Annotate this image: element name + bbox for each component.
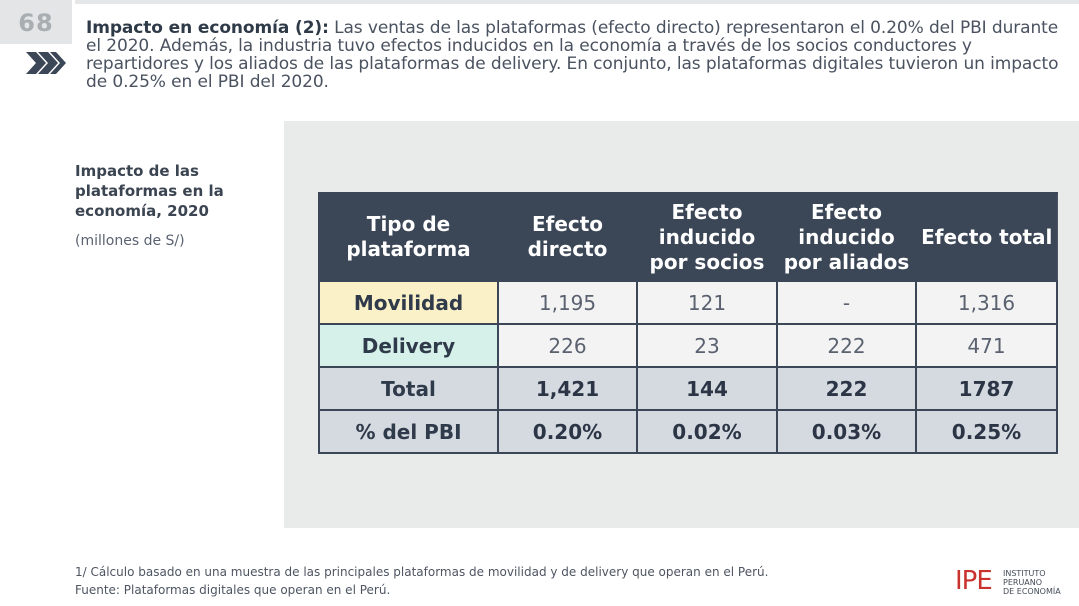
intro-paragraph: Impacto en economía (2): Las ventas de l…: [86, 19, 1061, 91]
row-label: % del PBI: [318, 409, 499, 454]
table-cell: 0.25%: [915, 409, 1058, 454]
footnote-source: Fuente: Plataformas digitales que operan…: [75, 583, 391, 597]
intro-heading: Impacto en economía (2):: [86, 18, 329, 38]
header-tipo: Tipo de plataforma: [318, 192, 499, 282]
table-cell: 0.03%: [776, 409, 917, 454]
table-cell: -: [776, 280, 917, 325]
table-cell: 1,421: [497, 366, 638, 411]
footnote-note: 1/ Cálculo basado en una muestra de las …: [75, 565, 769, 579]
table-cell: 222: [776, 366, 917, 411]
table-cell: 0.20%: [497, 409, 638, 454]
header-efecto-directo: Efecto directo: [497, 192, 638, 282]
table-cell: 1,195: [497, 280, 638, 325]
table-cell: 1787: [915, 366, 1058, 411]
logo-text: INSTITUTO PERUANO DE ECONOMÍA: [1003, 569, 1061, 596]
logo-mark: IPE: [955, 566, 993, 596]
table-cell: 1,316: [915, 280, 1058, 325]
top-rule: [75, 0, 1079, 4]
header-efecto-total: Efecto total: [915, 192, 1058, 282]
page-number: 68: [0, 0, 72, 44]
logo-line: DE ECONOMÍA: [1003, 587, 1061, 596]
row-label: Total: [318, 366, 499, 411]
header-inducido-socios: Efecto inducido por socios: [636, 192, 778, 282]
table-cell: 222: [776, 323, 917, 368]
chevron-right-icon: [26, 52, 66, 74]
impact-table: Tipo de plataforma Efecto directo Efecto…: [318, 192, 1058, 454]
table-cell: 0.02%: [636, 409, 778, 454]
footnotes: 1/ Cálculo basado en una muestra de las …: [75, 563, 875, 599]
table-cell: 121: [636, 280, 778, 325]
table-cell: 144: [636, 366, 778, 411]
table-title: Impacto de las plataformas en la economí…: [75, 162, 224, 220]
table-header-row: Tipo de plataforma Efecto directo Efecto…: [318, 192, 1058, 282]
table-row-total: Total 1,421 144 222 1787: [318, 366, 1058, 411]
table-cell: 226: [497, 323, 638, 368]
header-inducido-aliados: Efecto inducido por aliados: [776, 192, 917, 282]
logo-line: INSTITUTO: [1003, 569, 1046, 578]
ipe-logo: IPE INSTITUTO PERUANO DE ECONOMÍA: [955, 565, 1065, 597]
row-label: Delivery: [318, 323, 499, 368]
table-row-movilidad: Movilidad 1,195 121 - 1,316: [318, 280, 1058, 325]
intro-text: Las ventas de las plataformas (efecto di…: [86, 18, 1059, 92]
table-unit: (millones de S/): [75, 233, 185, 249]
row-label: Movilidad: [318, 280, 499, 325]
logo-line: PERUANO: [1003, 578, 1043, 587]
table-row-pbi: % del PBI 0.20% 0.02% 0.03% 0.25%: [318, 409, 1058, 454]
table-row-delivery: Delivery 226 23 222 471: [318, 323, 1058, 368]
table-cell: 23: [636, 323, 778, 368]
table-cell: 471: [915, 323, 1058, 368]
